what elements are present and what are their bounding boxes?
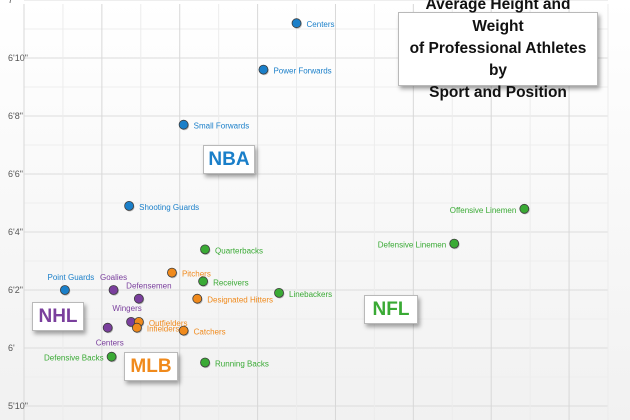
data-label: Centers — [96, 339, 124, 348]
y-tick-label: 6'6" — [8, 169, 23, 179]
grid-lines — [23, 0, 609, 420]
data-label: Wingers — [112, 304, 141, 313]
series-mlb: Pitchers Designated Hitters OutfieldersInf… — [132, 267, 273, 337]
y-tick-label: 5'10" — [8, 401, 28, 411]
data-point-mlb — [192, 293, 203, 304]
data-label: Outfielders — [149, 319, 188, 328]
sport-label-nba: NBA — [203, 145, 255, 174]
data-label: Offensive Linemen — [450, 206, 517, 215]
chart-title-line-2: of Professional Athletes by — [409, 40, 587, 79]
series-nfl: Offensive Linemen Defensive Linemen Quarte… — [44, 203, 530, 369]
chart-title-line-3: Sport and Position — [429, 84, 567, 101]
data-point-nba — [59, 285, 70, 295]
data-point-nfl — [106, 351, 117, 362]
series-nba: Centers Power Forwards Small Forwards Shoot… — [48, 18, 335, 296]
sport-label-nfl: NFL — [364, 295, 418, 324]
data-label: Goalies — [100, 273, 127, 282]
data-point-nfl — [449, 238, 460, 249]
data-label: Linebackers — [289, 290, 332, 299]
data-label: Infielders — [147, 325, 179, 334]
data-point-nfl — [200, 357, 210, 368]
data-label: Power Forwards — [273, 67, 331, 76]
data-label: Defensive Backs — [44, 354, 104, 363]
data-label: Catchers — [194, 328, 226, 337]
sport-label-nhl: NHL — [32, 302, 84, 331]
data-point-nba — [178, 119, 189, 130]
data-point-mlb — [167, 267, 177, 278]
data-label: Designated Hitters — [207, 296, 273, 305]
data-point-nhl — [133, 293, 144, 304]
sport-label-mlb: MLB — [124, 352, 178, 381]
data-point-nhl — [102, 322, 113, 333]
data-label: Defensemen — [126, 282, 171, 291]
data-label: Pitchers — [182, 270, 211, 279]
y-tick-label: 7' — [8, 0, 15, 5]
data-point-nfl — [274, 287, 284, 298]
chart-title-line-1: Average Height and Weight — [425, 0, 571, 35]
y-tick-label: 6' — [8, 343, 15, 353]
data-label: Shooting Guards — [139, 203, 199, 212]
data-label: Defensive Linemen — [378, 241, 446, 250]
data-label: Quarterbacks — [215, 246, 263, 255]
chart-title: Average Height and Weight of Professiona… — [398, 0, 598, 101]
data-label: Running Backs — [215, 360, 269, 369]
data-label: Receivers — [213, 278, 249, 287]
data-label: Point Guards — [48, 273, 95, 282]
data-point-nba — [258, 64, 269, 75]
y-axis: 5'10" 6' 6'2" 6'4" 6'6" 6'8" 6'10" 7' — [8, 0, 28, 411]
data-points: Centers Power Forwards Small Forwards Shoot… — [44, 18, 530, 369]
data-label: Small Forwards — [194, 122, 250, 131]
data-point-nba — [291, 18, 302, 29]
y-tick-label: 6'2" — [8, 285, 23, 295]
data-point-nfl — [519, 203, 530, 214]
data-label: Centers — [307, 20, 335, 29]
data-point-nhl — [108, 285, 119, 295]
y-tick-label: 6'8" — [8, 111, 23, 121]
data-point-mlb — [132, 322, 142, 333]
data-point-nba — [124, 200, 135, 211]
y-tick-label: 6'4" — [8, 227, 23, 237]
y-tick-label: 6'10" — [8, 53, 28, 63]
data-point-nfl — [200, 244, 210, 255]
data-point-nfl — [198, 276, 208, 287]
data-point-mlb — [178, 325, 189, 336]
